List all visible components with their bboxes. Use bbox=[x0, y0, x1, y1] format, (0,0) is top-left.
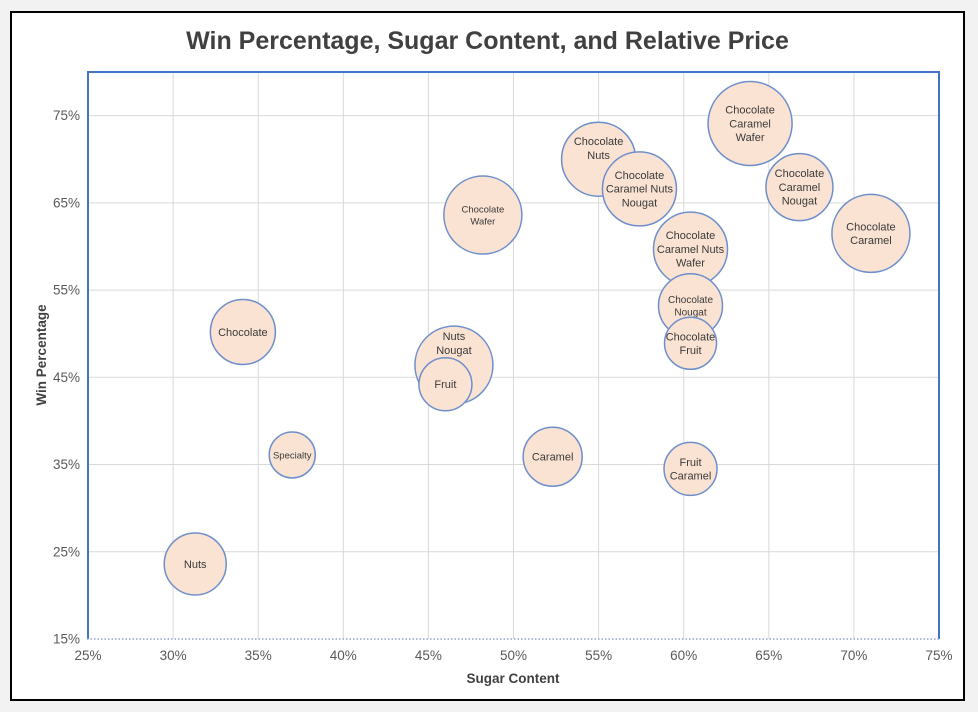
y-tick-label: 45% bbox=[53, 370, 80, 385]
bubble-label: Chocolate Caramel Nougat bbox=[775, 168, 825, 208]
bubble-label: Chocolate Caramel bbox=[846, 221, 896, 247]
plot-border bbox=[87, 71, 940, 639]
y-axis-title: Win Percentage bbox=[34, 304, 49, 406]
bubble-label: Chocolate Nougat bbox=[668, 295, 713, 319]
bubble-label: Chocolate Nuts bbox=[574, 136, 624, 162]
y-tick-label: 35% bbox=[53, 457, 80, 472]
x-tick-label: 65% bbox=[755, 648, 782, 663]
bubble-chocolate-wafer[interactable]: Chocolate Wafer bbox=[443, 175, 523, 255]
x-tick-label: 45% bbox=[415, 648, 442, 663]
bubble-chocolate[interactable]: Chocolate bbox=[209, 298, 277, 366]
bubble-label: Specialty bbox=[273, 450, 312, 461]
x-axis-title: Sugar Content bbox=[467, 671, 561, 686]
bubble-circle[interactable] bbox=[663, 441, 718, 497]
bubble-label: Nuts bbox=[184, 559, 207, 571]
bubble-label: Chocolate Wafer bbox=[461, 204, 504, 227]
bubble-circle[interactable] bbox=[163, 532, 227, 596]
bubble-label: Fruit bbox=[434, 379, 456, 391]
x-tick-label: 35% bbox=[245, 648, 272, 663]
bubble-label: Chocolate bbox=[218, 327, 268, 339]
y-tick-label: 25% bbox=[53, 544, 80, 559]
bubble-fruit[interactable]: Fruit bbox=[418, 357, 473, 412]
bubble-circle[interactable] bbox=[831, 193, 911, 274]
bubble-specialty[interactable]: Specialty bbox=[268, 431, 316, 479]
y-tick-label: 15% bbox=[53, 632, 80, 647]
bubble-circle[interactable] bbox=[707, 80, 793, 167]
x-tick-label: 25% bbox=[74, 648, 101, 663]
bubble-label: Nuts Nougat bbox=[436, 331, 471, 357]
bubble-caramel[interactable]: Caramel bbox=[522, 426, 583, 487]
bubble-circle[interactable] bbox=[663, 316, 718, 371]
bubble-label: Caramel bbox=[532, 452, 574, 464]
y-tick-label: 55% bbox=[53, 283, 80, 298]
bubble-circle[interactable] bbox=[268, 431, 316, 479]
bubble-chocolate-caramel-nougat[interactable]: Chocolate Caramel Nougat bbox=[765, 152, 834, 222]
bubble-chocolate-fruit[interactable]: Chocolate Fruit bbox=[663, 316, 718, 371]
bubble-circle[interactable] bbox=[601, 151, 678, 227]
bubble-label: Chocolate Caramel Wafer bbox=[725, 105, 775, 144]
bubble-label: Chocolate Caramel Nuts Nougat bbox=[606, 170, 674, 210]
x-tick-label: 60% bbox=[670, 648, 697, 663]
bubble-circle[interactable] bbox=[443, 175, 523, 255]
x-tick-label: 55% bbox=[585, 648, 612, 663]
y-tick-label: 65% bbox=[53, 195, 80, 210]
x-tick-label: 40% bbox=[330, 648, 357, 663]
bubble-circle[interactable] bbox=[209, 298, 277, 366]
bubble-nuts[interactable]: Nuts bbox=[163, 532, 227, 596]
x-tick-label: 70% bbox=[840, 648, 867, 663]
bubble-label: Chocolate Fruit bbox=[666, 331, 716, 357]
x-tick-label: 50% bbox=[500, 648, 527, 663]
bubble-circle[interactable] bbox=[765, 152, 834, 222]
bubble-circle[interactable] bbox=[522, 426, 583, 487]
x-tick-label: 30% bbox=[160, 648, 187, 663]
chart-title: Win Percentage, Sugar Content, and Relat… bbox=[186, 27, 789, 55]
bubble-chocolate-caramel-nuts-nougat[interactable]: Chocolate Caramel Nuts Nougat bbox=[601, 151, 678, 227]
bubble-label: Chocolate Caramel Nuts Wafer bbox=[657, 230, 725, 270]
bubble-chocolate-nougat[interactable]: Chocolate Nougat bbox=[657, 273, 724, 339]
x-tick-label: 75% bbox=[925, 648, 952, 663]
bubble-chocolate-caramel-wafer[interactable]: Chocolate Caramel Wafer bbox=[707, 80, 793, 167]
y-tick-label: 75% bbox=[53, 108, 80, 123]
bubble-chocolate-caramel[interactable]: Chocolate Caramel bbox=[831, 193, 911, 274]
bubble-fruit-caramel[interactable]: Fruit Caramel bbox=[663, 441, 718, 497]
bubble-label: Fruit Caramel bbox=[670, 457, 712, 483]
bubble-circle[interactable] bbox=[418, 357, 473, 412]
